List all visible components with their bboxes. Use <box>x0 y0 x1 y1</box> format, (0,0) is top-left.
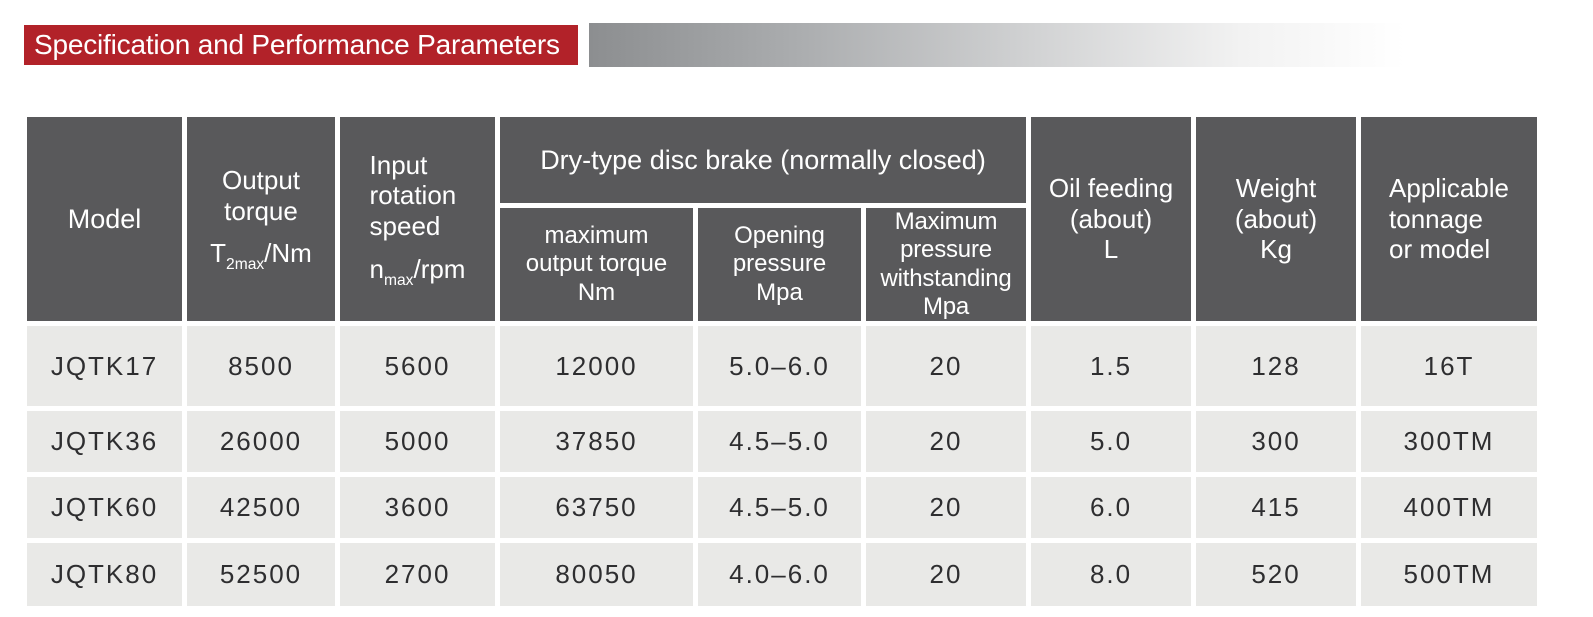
cell-model: JQTK36 <box>27 411 182 473</box>
table-header-row-1: Model Output torque T2max/Nm Input rotat… <box>27 117 1538 322</box>
header-model-label: Model <box>67 203 142 234</box>
decorative-gradient-bar <box>589 23 1405 67</box>
header-input-speed-label: Input rotation speed <box>369 149 457 241</box>
cell-input-speed: 3600 <box>340 477 495 539</box>
header-brake-opening-pressure-label: Opening pressure Mpa <box>732 222 827 306</box>
cell-output-torque: 52500 <box>187 543 335 607</box>
cell-output-torque: 26000 <box>187 411 335 473</box>
header-input-speed: Input rotation speed nmax/rpm <box>340 117 495 322</box>
table-row: JQTK36 26000 5000 37850 4.5–5.0 20 5.0 3… <box>27 411 1538 473</box>
cell-output-torque: 8500 <box>187 326 335 407</box>
cell-weight: 300 <box>1196 411 1357 473</box>
header-input-speed-symbol: nmax/rpm <box>369 253 466 289</box>
header-output-torque-label: Output torque <box>221 164 301 226</box>
cell-output-torque: 42500 <box>187 477 335 539</box>
table-row: JQTK60 42500 3600 63750 4.5–5.0 20 6.0 4… <box>27 477 1538 539</box>
cell-opening-pressure: 4.0–6.0 <box>698 543 861 607</box>
header-output-torque: Output torque T2max/Nm <box>187 117 335 322</box>
header-brake-max-torque: maximum output torque Nm <box>500 208 693 322</box>
header-brake-max-pressure: Maximum pressure withstanding Mpa <box>866 208 1027 322</box>
cell-opening-pressure: 4.5–5.0 <box>698 411 861 473</box>
table-header-row-2: maximum output torque Nm Opening pressur… <box>27 208 1537 322</box>
table-row: JQTK17 8500 5600 12000 5.0–6.0 20 1.5 12… <box>27 326 1538 407</box>
cell-oil-feeding: 6.0 <box>1031 477 1192 539</box>
cell-model: JQTK60 <box>27 477 182 539</box>
header-oil-feeding-label: Oil feeding (about) L <box>1048 173 1174 265</box>
spec-table: Model Output torque T2max/Nm Input rotat… <box>22 112 1542 611</box>
cell-max-pressure: 20 <box>866 477 1027 539</box>
header-output-torque-symbol: T2max/Nm <box>210 238 312 274</box>
cell-oil-feeding: 5.0 <box>1031 411 1192 473</box>
header-oil-feeding: Oil feeding (about) L <box>1031 117 1192 322</box>
table-row: JQTK80 52500 2700 80050 4.0–6.0 20 8.0 5… <box>27 543 1538 607</box>
cell-max-output-torque: 80050 <box>500 543 693 607</box>
cell-weight: 415 <box>1196 477 1357 539</box>
cell-applicable-tonnage: 16T <box>1361 326 1538 407</box>
header-brake-group-label: Dry-type disc brake (normally closed) <box>540 144 986 175</box>
cell-max-output-torque: 63750 <box>500 477 693 539</box>
cell-input-speed: 2700 <box>340 543 495 607</box>
header-brake-opening-pressure: Opening pressure Mpa <box>698 208 861 322</box>
section-title: Specification and Performance Parameters <box>34 29 560 60</box>
cell-oil-feeding: 8.0 <box>1031 543 1192 607</box>
cell-max-output-torque: 12000 <box>500 326 693 407</box>
header-brake-max-pressure-label: Maximum pressure withstanding Mpa <box>880 208 1012 320</box>
cell-opening-pressure: 4.5–5.0 <box>698 477 861 539</box>
cell-max-pressure: 20 <box>866 543 1027 607</box>
cell-max-output-torque: 37850 <box>500 411 693 473</box>
header-weight: Weight (about) Kg <box>1196 117 1357 322</box>
header-applicable-tonnage: Applicable tonnage or model <box>1361 117 1538 322</box>
cell-max-pressure: 20 <box>866 326 1027 407</box>
cell-model: JQTK80 <box>27 543 182 607</box>
cell-input-speed: 5000 <box>340 411 495 473</box>
cell-applicable-tonnage: 400TM <box>1361 477 1538 539</box>
cell-weight: 128 <box>1196 326 1357 407</box>
header-brake-group: Dry-type disc brake (normally closed) <box>500 117 1027 203</box>
cell-max-pressure: 20 <box>866 411 1027 473</box>
cell-oil-feeding: 1.5 <box>1031 326 1192 407</box>
header-model: Model <box>27 117 182 322</box>
cell-weight: 520 <box>1196 543 1357 607</box>
header-weight-label: Weight (about) Kg <box>1234 173 1318 265</box>
cell-opening-pressure: 5.0–6.0 <box>698 326 861 407</box>
cell-applicable-tonnage: 300TM <box>1361 411 1538 473</box>
cell-model: JQTK17 <box>27 326 182 407</box>
cell-applicable-tonnage: 500TM <box>1361 543 1538 607</box>
header-brake-max-torque-label: maximum output torque Nm <box>525 222 668 306</box>
cell-input-speed: 5600 <box>340 326 495 407</box>
section-title-banner: Specification and Performance Parameters <box>24 25 578 65</box>
header-applicable-tonnage-label: Applicable tonnage or model <box>1389 173 1509 265</box>
